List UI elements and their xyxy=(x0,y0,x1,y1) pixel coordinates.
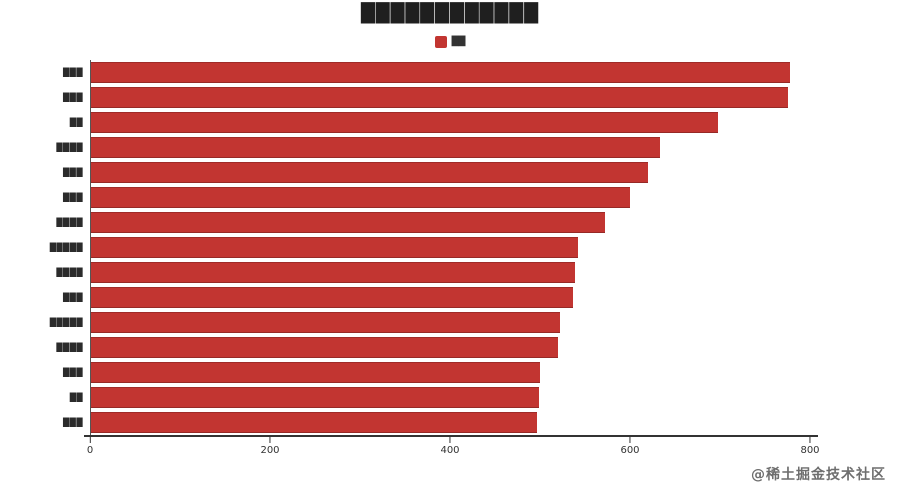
y-axis-label: ███ xyxy=(63,193,83,202)
bar[interactable] xyxy=(91,262,576,283)
x-tick-mark xyxy=(89,437,91,443)
x-tick: 400 xyxy=(440,437,460,456)
x-tick-label: 800 xyxy=(800,445,820,456)
y-axis-label: ███ xyxy=(63,368,83,377)
x-tick-label: 200 xyxy=(260,445,280,456)
bar-row xyxy=(91,60,810,85)
bar[interactable] xyxy=(91,287,573,308)
y-axis-label: ████ xyxy=(56,268,83,277)
y-axis-label: ████ xyxy=(56,343,83,352)
bar[interactable] xyxy=(91,387,539,408)
x-tick: 600 xyxy=(620,437,640,456)
bar[interactable] xyxy=(91,362,541,383)
bar-row xyxy=(91,210,810,235)
x-tick: 0 xyxy=(87,437,93,456)
bar-row xyxy=(91,285,810,310)
bar-row xyxy=(91,310,810,335)
y-axis-label: ███ xyxy=(63,418,83,427)
bars-container xyxy=(90,60,810,435)
bar-row xyxy=(91,160,810,185)
x-tick-label: 0 xyxy=(86,445,94,456)
bar-row xyxy=(91,110,810,135)
bar-row xyxy=(91,385,810,410)
chart-title: ████████████ xyxy=(360,3,540,24)
bar-row xyxy=(91,260,810,285)
y-axis-labels: ███ ███ ██ ████ ███ ███ ████ █████ ████ ███ █████ █… xyxy=(4,60,90,435)
bar[interactable] xyxy=(91,162,649,183)
bar[interactable] xyxy=(91,187,631,208)
bar-row xyxy=(91,335,810,360)
x-tick: 200 xyxy=(260,437,280,456)
watermark: @稀土掘金技术社区 xyxy=(751,467,886,483)
y-axis-label: ███ xyxy=(63,68,83,77)
legend[interactable]: ██ xyxy=(0,36,900,48)
plot-area: ███ ███ ██ ████ ███ ███ ████ █████ ████ ███ █████ █… xyxy=(50,60,820,456)
bar[interactable] xyxy=(91,337,559,358)
y-axis-label: ████ xyxy=(56,218,83,227)
y-axis-label: ███ xyxy=(63,93,83,102)
y-axis-label: ███ xyxy=(63,293,83,302)
bar[interactable] xyxy=(91,62,791,83)
bar-row xyxy=(91,185,810,210)
y-axis-label: ████ xyxy=(56,143,83,152)
bar-row xyxy=(91,360,810,385)
x-tick-mark xyxy=(629,437,631,443)
bar[interactable] xyxy=(91,237,579,258)
x-axis-line xyxy=(84,435,818,437)
x-tick-mark xyxy=(269,437,271,443)
bar[interactable] xyxy=(91,312,561,333)
y-axis-label: ██ xyxy=(69,393,83,402)
bar[interactable] xyxy=(91,112,719,133)
bar-row xyxy=(91,410,810,435)
x-axis-ticks: 0 200 400 600 800 xyxy=(87,435,820,459)
bar[interactable] xyxy=(91,212,606,233)
bar-row xyxy=(91,85,810,110)
x-tick-mark xyxy=(449,437,451,443)
x-tick-label: 400 xyxy=(440,445,460,456)
legend-label: ██ xyxy=(451,37,466,47)
y-axis-label: ███ xyxy=(63,168,83,177)
x-tick-mark xyxy=(809,437,811,443)
x-tick-label: 600 xyxy=(620,445,640,456)
x-tick: 800 xyxy=(800,437,820,456)
bar-row xyxy=(91,235,810,260)
y-axis-label: █████ xyxy=(49,243,83,252)
legend-swatch[interactable] xyxy=(434,36,447,48)
bar[interactable] xyxy=(91,412,537,433)
bar-row xyxy=(91,135,810,160)
y-axis-label: ██ xyxy=(69,118,83,127)
y-axis-label: █████ xyxy=(49,318,83,327)
bar[interactable] xyxy=(91,87,788,108)
bar[interactable] xyxy=(91,137,660,158)
